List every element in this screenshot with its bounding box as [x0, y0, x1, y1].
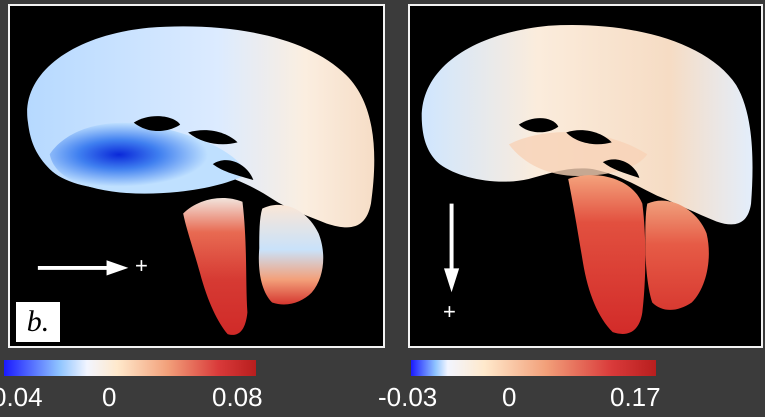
down-arrow-icon: [443, 203, 460, 293]
brain-slice-image-left: [10, 6, 383, 346]
lower-lobe-region-left: [183, 197, 248, 335]
cerebellum-region-left: [258, 204, 324, 305]
colorbar-left: [4, 360, 256, 376]
arrow-sign-right: +: [443, 299, 456, 324]
colorbar-right: [411, 360, 656, 376]
panel-label: b.: [16, 302, 60, 342]
right-arrow-icon: [37, 260, 129, 276]
cerebellum-region-right: [645, 200, 709, 310]
colorbar-left-tick-max: 0.08: [212, 382, 263, 412]
colorbar-right-tick-zero: 0: [502, 382, 517, 412]
lower-lobe-region-right: [568, 175, 646, 334]
colorbar-left-tick-zero: 0: [102, 382, 117, 412]
colorbar-left-tick-min: 0.04: [0, 382, 43, 412]
brain-map-panel-left: + b.: [8, 4, 385, 348]
colorbar-right-tick-max: 0.17: [610, 382, 661, 412]
arrow-sign-left: +: [135, 253, 148, 278]
brain-map-panel-right: +: [408, 4, 763, 348]
colorbar-right-tick-min: -0.03: [378, 382, 438, 412]
brain-slice-image-right: [410, 6, 761, 346]
cerebrum-region-right: [421, 25, 753, 225]
